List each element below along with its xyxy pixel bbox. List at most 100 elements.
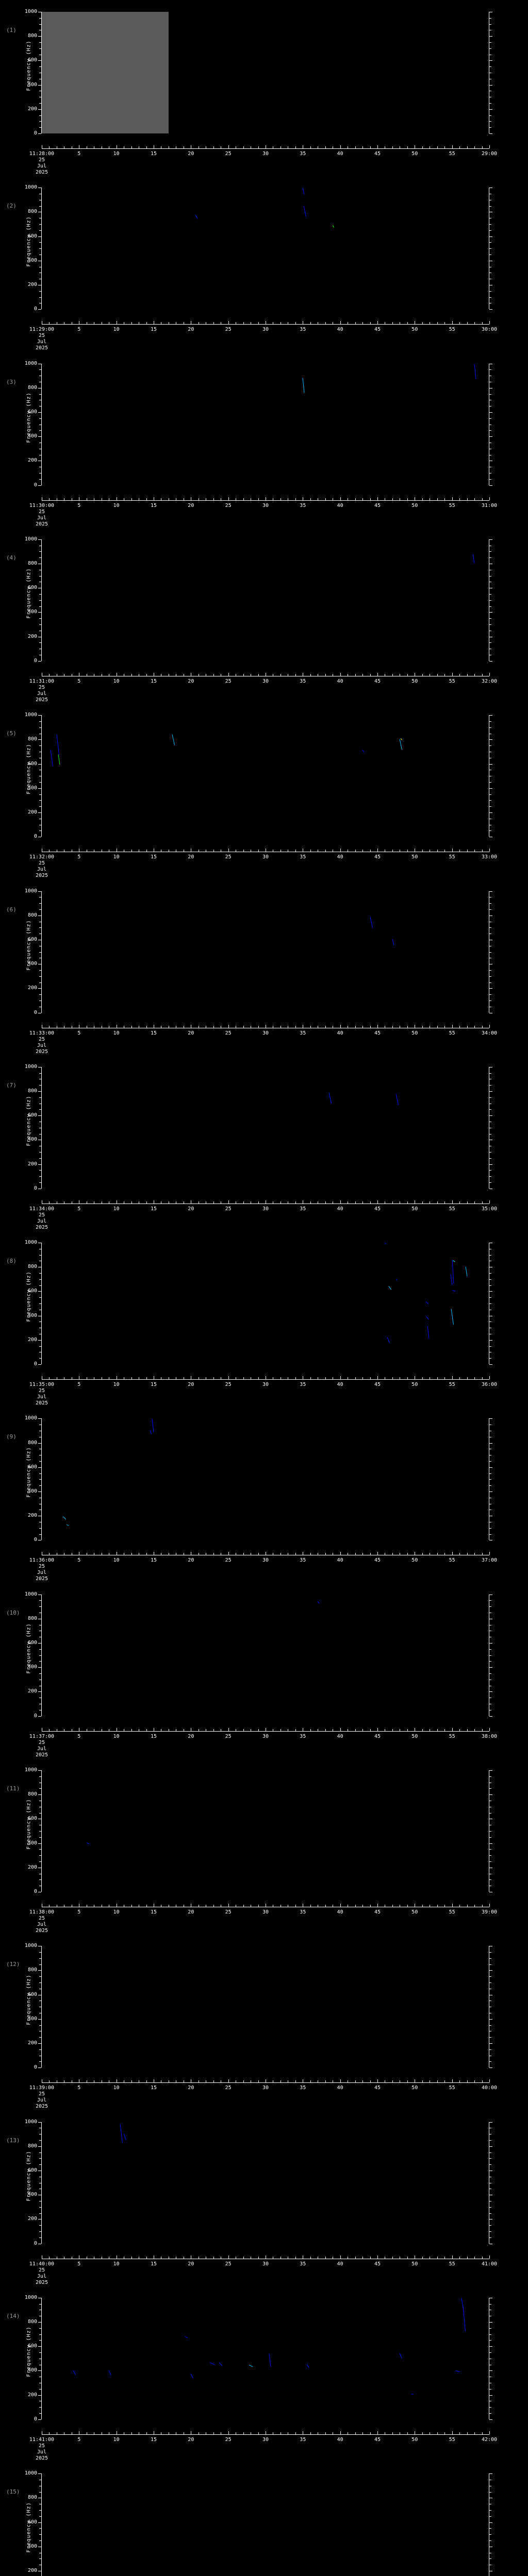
y-axis-tick-right [489,103,491,104]
x-axis-tick-label: 20 [188,327,194,333]
y-axis-tick-right [489,2522,492,2523]
plot-area[interactable] [42,539,489,661]
x-axis-tick-label: 30 [262,678,269,684]
x-axis-tick-label: 20 [188,151,194,157]
x-axis-tick [437,2080,438,2083]
x-axis-tick-label: 15 [150,327,157,333]
y-axis-tick-label: 1000 [24,2294,37,2300]
y-axis-tick-right [489,1473,491,1474]
x-axis-tick-label: 50 [411,1909,418,1915]
x-axis-tick [310,146,311,148]
plot-area[interactable] [42,1243,489,1365]
x-axis-tick [280,1728,281,1731]
y-axis-tick-right [489,1812,491,1814]
x-axis-start-time: 11:38:00 [29,1909,55,1915]
detection-trace [388,1286,391,1290]
y-axis-tick-right [489,2043,492,2044]
y-axis-tick [39,575,41,577]
y-axis-left-spine [41,1946,42,2068]
x-axis-tick [407,1905,408,1907]
plot-area[interactable] [42,1946,489,2068]
spectrogram-panel: 0 200 400 600 800 1000 Frequency (Hz) (8) 11:35:… [0,1236,528,1412]
x-axis-date-day: 25 [38,2091,45,2097]
x-axis-tick-label: 40 [337,2261,343,2267]
y-axis-tick-right [489,66,491,67]
y-axis-tick [38,2522,41,2523]
detection-trace [452,1260,454,1284]
x-axis-start-label: 11:38:00 25 Jul 2025 [29,1909,54,1934]
panel-index-label: (15) [6,2488,20,2496]
y-axis-tick-label: 800 [27,1615,37,1621]
y-axis-tick-label: 0 [34,1537,37,1543]
plot-area[interactable] [42,363,489,485]
y-axis-title-wrapper: Frequency (Hz) [11,1779,32,1882]
y-axis-tick [38,1794,41,1795]
plot-area[interactable] [42,1418,489,1540]
x-axis-tick [295,146,296,148]
plot-area[interactable] [42,1770,489,1892]
y-axis-tick-right [489,24,491,25]
y-axis-tick [39,994,41,995]
x-axis-tick [228,2431,229,2434]
plot-area[interactable] [42,891,489,1013]
x-axis-tick [243,1201,244,1204]
x-axis-tick [355,1553,356,1555]
x-axis-date-day: 25 [38,1388,45,1394]
y-axis-tick [39,1837,41,1838]
y-axis-tick-right [489,903,491,904]
x-axis-line [42,1731,489,1732]
y-axis-tick [39,1606,41,1607]
x-axis-tick-label: 50 [411,327,418,333]
y-axis-tick-right [489,206,491,207]
y-axis-tick-label: 0 [34,1889,37,1894]
x-axis-tick [213,850,214,852]
y-axis-tick [39,1097,41,1098]
plot-area[interactable] [42,715,489,837]
x-axis-start-time: 11:41:00 [29,2436,55,2443]
x-axis-tick [146,1201,147,1204]
y-axis-tick-right [489,2158,491,2159]
y-axis-tick-label: 600 [27,1640,37,1646]
y-axis-tick [38,1164,41,1165]
y-axis-tick-right [489,2049,491,2050]
x-axis-tick [131,322,132,325]
x-axis-start-time: 11:35:00 [29,1382,55,1388]
x-axis-tick [295,673,296,676]
y-axis-tick-right [489,1479,491,1480]
y-axis-tick [39,721,41,722]
x-axis-tick [489,497,490,500]
y-axis-tick-label: 600 [27,2343,37,2349]
y-axis-tick-right [489,2473,492,2475]
x-axis-tick [295,498,296,500]
detection-trace [172,734,175,745]
x-axis-tick-label: 30 [262,1733,269,1739]
y-axis-tick-right [489,2413,491,2414]
y-axis-tick-label: 1000 [24,1063,37,1070]
plot-area[interactable] [42,2297,489,2419]
x-axis-start-time: 11:28:00 [29,151,55,157]
x-axis-tick [280,673,281,676]
y-axis-tick-label: 800 [27,912,37,918]
y-axis-title-wrapper: Frequency (Hz) [11,1603,32,1706]
x-axis-tick [407,146,408,148]
x-axis-tick [370,850,371,852]
x-axis-tick [295,1905,296,1907]
plot-area[interactable] [42,12,489,133]
x-axis-tick [258,1377,259,1380]
plot-area[interactable] [42,2473,489,2576]
x-axis-tick-label: 40 [337,2085,343,2091]
y-axis-tick [38,739,41,740]
x-axis-tick [437,322,438,325]
plot-area[interactable] [42,1594,489,1716]
y-axis-title: Frequency (Hz) [26,2150,32,2201]
y-axis-tick-right [489,1655,491,1656]
plot-area[interactable] [42,188,489,310]
y-axis-tick [39,430,41,431]
x-axis-tick [243,146,244,148]
x-axis-tick [340,321,341,325]
y-axis-tick [39,2352,41,2353]
x-axis-tick [213,1201,214,1204]
plot-area[interactable] [42,1066,489,1189]
plot-area[interactable] [42,2122,489,2244]
y-axis-tick-right [489,1534,491,1535]
